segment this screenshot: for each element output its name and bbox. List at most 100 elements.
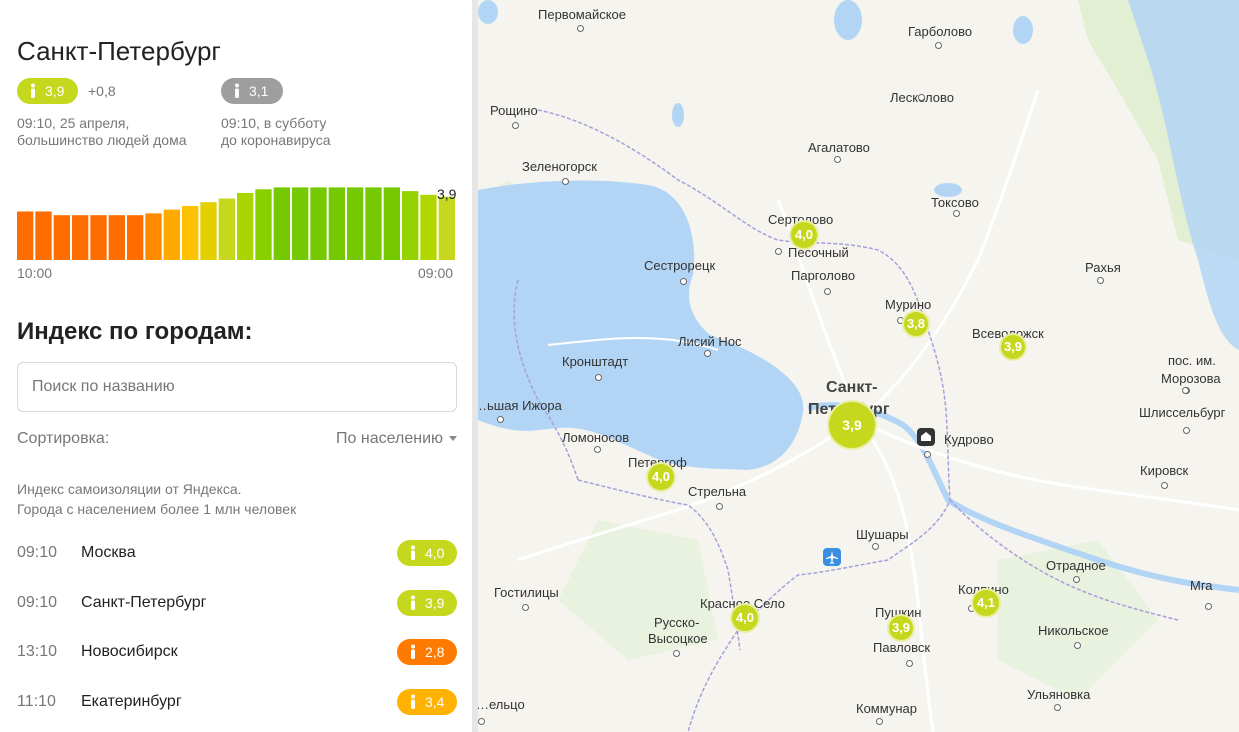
map-place-label[interactable]: Кронштадт xyxy=(562,354,629,369)
map-place-label[interactable]: Павловск xyxy=(873,640,931,655)
chart-bar[interactable] xyxy=(310,187,327,260)
map-index-marker[interactable]: 4,0 xyxy=(730,603,760,633)
baseline-description: до коронавируса xyxy=(221,132,331,148)
map-place-dot xyxy=(1183,427,1190,434)
map-place-label[interactable]: Рощино xyxy=(490,103,538,118)
person-icon xyxy=(235,83,239,98)
map-place-label[interactable]: …ьшая Ижора xyxy=(478,398,562,413)
sort-dropdown[interactable]: По населению xyxy=(336,430,457,448)
map-place-label[interactable]: Сестрорецк xyxy=(644,258,716,273)
map-place-label[interactable]: Никольское xyxy=(1038,623,1109,638)
map-place-label[interactable]: Зеленогорск xyxy=(522,159,597,174)
map-place-label[interactable]: Стрельна xyxy=(688,484,747,499)
map-place-dot xyxy=(512,122,519,129)
map-place-label[interactable]: Первомайское xyxy=(538,7,627,22)
map-place-label[interactable]: Санкт- xyxy=(826,379,878,396)
chart-bar[interactable] xyxy=(438,196,455,260)
map-index-marker[interactable]: 3,9 xyxy=(887,614,915,642)
city-row[interactable]: 11:10 Екатеринбург 3,4 xyxy=(17,684,457,732)
map-place-label[interactable]: …ельцо xyxy=(478,697,525,712)
building-icon[interactable] xyxy=(917,428,935,446)
city-index-badge: 3,4 xyxy=(397,688,457,715)
map-place-label[interactable]: Агалатово xyxy=(808,140,870,155)
city-name: Новосибирск xyxy=(81,643,178,660)
map-place-label[interactable]: Ульяновка xyxy=(1027,687,1091,702)
map-place-label[interactable]: Шлиссельбург xyxy=(1139,405,1226,420)
chart-last-value-label: 3,9 xyxy=(437,186,457,202)
map-index-marker[interactable]: 4,0 xyxy=(646,462,676,492)
current-time: 09:10, 25 апреля, xyxy=(17,115,130,131)
map-place-label[interactable]: Гостилицы xyxy=(494,585,559,600)
airport-icon[interactable] xyxy=(823,548,841,566)
map-place-label[interactable]: Коммунар xyxy=(856,701,917,716)
map-place-dot xyxy=(953,210,960,217)
city-row[interactable]: 09:10 Санкт-Петербург 3,9 xyxy=(17,585,457,635)
map-place-label[interactable]: Высоцкое xyxy=(648,631,708,646)
current-index-value: 3,9 xyxy=(45,83,65,99)
map-place-label[interactable]: Ломоносов xyxy=(562,430,630,445)
city-name: Москва xyxy=(81,544,136,561)
chart-bar[interactable] xyxy=(163,209,180,260)
chart-bar[interactable] xyxy=(383,187,400,260)
baseline-index-badge: 3,1 xyxy=(221,78,283,104)
chart-bar[interactable] xyxy=(255,189,272,260)
map-place-dot xyxy=(834,156,841,163)
map-place-label[interactable]: Кудрово xyxy=(944,432,994,447)
chart-bar[interactable] xyxy=(402,191,419,260)
chevron-down-icon xyxy=(449,436,457,442)
person-icon xyxy=(411,694,415,709)
city-search-input[interactable] xyxy=(17,362,457,412)
chart-bar[interactable] xyxy=(292,187,309,260)
baseline-index-caption: 09:10, в субботу до коронавируса xyxy=(221,115,331,149)
map-place-label[interactable]: пос. им. xyxy=(1168,353,1216,368)
person-icon xyxy=(411,595,415,610)
chart-bar[interactable] xyxy=(53,215,70,260)
chart-bar[interactable] xyxy=(218,198,235,260)
chart-bar[interactable] xyxy=(35,211,52,260)
map-index-marker[interactable]: 4,1 xyxy=(971,588,1001,618)
map-place-label[interactable]: Кировск xyxy=(1140,463,1189,478)
chart-bar[interactable] xyxy=(108,215,125,260)
map-index-marker[interactable]: 3,9 xyxy=(999,333,1027,361)
map-place-label[interactable]: Русско- xyxy=(654,615,700,630)
map-place-label[interactable]: Шушары xyxy=(856,527,909,542)
city-row[interactable]: 13:10 Новосибирск 2,8 xyxy=(17,634,457,684)
chart-bar[interactable] xyxy=(273,187,290,260)
map-place-label[interactable]: Рахья xyxy=(1085,260,1121,275)
map-place-label[interactable]: Парголово xyxy=(791,268,856,283)
map-place-dot xyxy=(1097,277,1104,284)
map-place-dot xyxy=(918,94,925,101)
chart-bar[interactable] xyxy=(72,215,89,260)
map-place-label[interactable]: Мга xyxy=(1190,578,1213,593)
chart-bar[interactable] xyxy=(200,202,217,260)
chart-bar[interactable] xyxy=(420,194,437,260)
chart-bar[interactable] xyxy=(17,211,34,260)
chart-bar[interactable] xyxy=(182,205,199,260)
chart-bar[interactable] xyxy=(365,187,382,260)
map-place-label[interactable]: Лисий Нос xyxy=(678,334,742,349)
chart-bar[interactable] xyxy=(347,187,364,260)
map-place-label[interactable]: Мурино xyxy=(885,297,932,312)
map-place-label[interactable]: Отрадное xyxy=(1046,558,1106,573)
map-index-marker[interactable]: 4,0 xyxy=(789,220,819,250)
map-place-dot xyxy=(1182,387,1189,394)
chart-bar[interactable] xyxy=(237,192,254,260)
chart-bar[interactable] xyxy=(127,215,144,260)
map-index-marker[interactable]: 3,9 xyxy=(827,400,877,450)
map-place-label[interactable]: Гарболово xyxy=(908,24,973,39)
city-index-value: 3,9 xyxy=(425,594,445,611)
city-index-badge: 3,9 xyxy=(397,589,457,616)
chart-bar[interactable] xyxy=(328,187,345,260)
city-row[interactable]: 09:10 Москва 4,0 xyxy=(17,535,457,585)
map-index-marker[interactable]: 3,8 xyxy=(902,310,930,338)
map-view[interactable]: ПервомайскоеГарболовоЛесколовоРощиноАгал… xyxy=(478,0,1239,732)
map-place-dot xyxy=(824,288,831,295)
map-place-label[interactable]: Морозова xyxy=(1161,371,1221,386)
chart-bar[interactable] xyxy=(145,213,162,260)
chart-bar[interactable] xyxy=(90,215,107,260)
map-place-label[interactable]: Токсово xyxy=(931,195,979,210)
map-place-dot xyxy=(1161,482,1168,489)
cities-section-title: Индекс по городам: xyxy=(17,318,253,345)
map-place-label[interactable]: Сертолово xyxy=(768,212,833,227)
panel-resize-handle[interactable] xyxy=(472,0,478,732)
